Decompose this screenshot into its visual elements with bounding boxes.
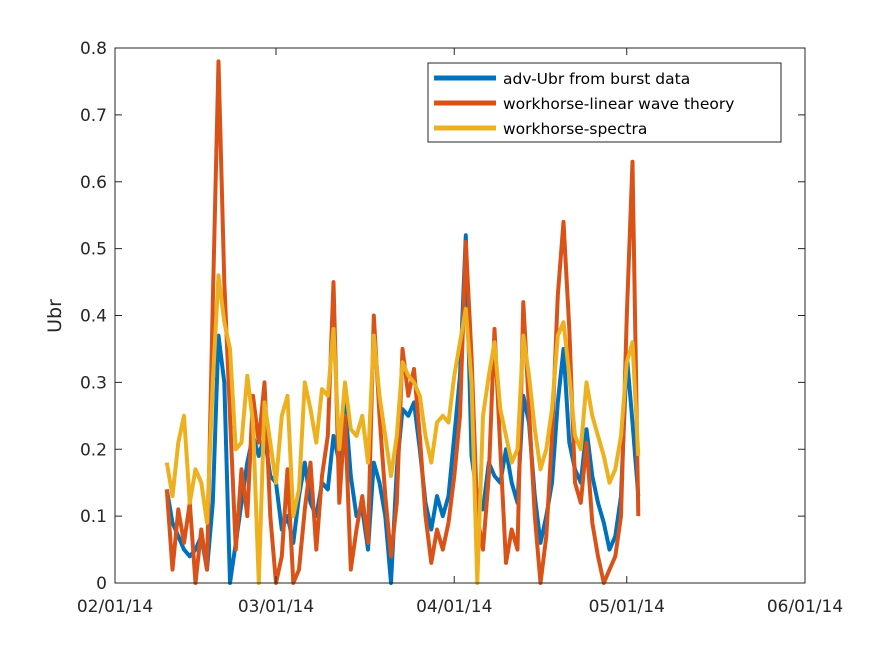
series-layer (164, 59, 641, 585)
y-tick-label: 0.1 (80, 507, 107, 527)
y-tick-label: 0.3 (80, 373, 107, 393)
series-line-adv-ubr (164, 233, 641, 585)
x-tick-label: 05/01/14 (589, 597, 665, 617)
series-line-spectra (164, 273, 641, 585)
x-tick-label: 06/01/14 (767, 597, 843, 617)
y-tick-label: 0 (96, 574, 107, 594)
legend-label-linear: workhorse-linear wave theory (503, 95, 734, 113)
y-tick-label: 0.2 (80, 440, 107, 460)
legend-label-adv: adv-Ubr from burst data (503, 70, 690, 88)
y-tick-label: 0.7 (80, 106, 107, 126)
x-tick-label: 03/01/14 (238, 597, 314, 617)
y-tick-label: 0.8 (80, 39, 107, 59)
y-tick-label: 0.4 (80, 307, 107, 327)
y-axis-label: Ubr (44, 299, 66, 333)
x-tick-label: 04/01/14 (416, 597, 492, 617)
y-tick-label: 0.6 (80, 173, 107, 193)
legend: adv-Ubr from burst data workhorse-linear… (427, 62, 782, 143)
series-line-linear-wave-theory (164, 59, 641, 585)
legend-label-spectra: workhorse-spectra (503, 120, 647, 138)
y-axis-ticks: 0 0.1 0.2 0.3 0.4 0.5 0.6 0.7 0.8 (80, 39, 805, 594)
x-tick-label: 02/01/14 (77, 597, 153, 617)
x-axis-ticks: 02/01/14 03/01/14 04/01/14 05/01/14 06/01/14 (77, 48, 843, 617)
y-tick-label: 0.5 (80, 240, 107, 260)
